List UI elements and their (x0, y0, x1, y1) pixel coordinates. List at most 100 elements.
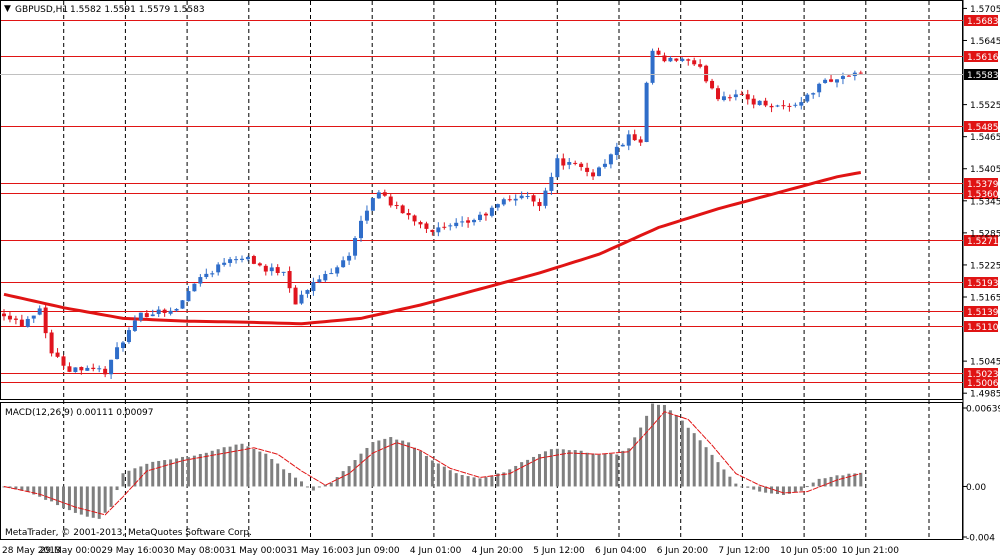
macd-bar (716, 462, 720, 487)
candle-body (543, 190, 548, 206)
candle-body (656, 50, 661, 55)
macd-bar (532, 456, 536, 487)
candle-body (721, 96, 726, 101)
macd-bar (32, 486, 36, 495)
macd-bar (651, 403, 655, 487)
candle-body (710, 80, 715, 89)
candle-body (19, 319, 24, 327)
macd-bar (270, 459, 274, 487)
macd-bar (472, 477, 476, 487)
macd-bar (770, 486, 774, 494)
level-label-box (964, 321, 998, 332)
candle-body (686, 59, 691, 61)
current-price-box (964, 69, 998, 80)
ohlc-values: 1.5582 1.5591 1.5579 1.5583 (70, 5, 205, 15)
candle-body (228, 259, 233, 263)
macd-bar (169, 459, 173, 487)
symbol-menu-arrow[interactable]: ▼ (4, 4, 11, 14)
candle-body (91, 367, 96, 370)
macd-bar (538, 454, 541, 487)
macd-bar (454, 473, 458, 487)
macd-bar (853, 473, 857, 487)
macd-bar (758, 486, 762, 492)
macd-bar (282, 469, 286, 487)
macd-bar (121, 473, 125, 487)
candle-body (418, 222, 423, 225)
macd-bar (561, 449, 565, 487)
candle-body (43, 307, 48, 334)
macd-bar (793, 486, 797, 492)
macd-bar (424, 455, 428, 487)
level-label: 1.5193 (967, 279, 999, 289)
macd-tick-label: 0.00639 (966, 405, 1000, 415)
macd-bar (662, 404, 666, 487)
candle-body (144, 313, 149, 318)
candle-body (799, 102, 804, 106)
candle-body (210, 273, 215, 275)
macd-bar (192, 455, 196, 487)
candle-body (174, 308, 179, 311)
macd-bar (8, 486, 12, 489)
macd-bar (323, 484, 327, 487)
candle-body (692, 60, 697, 65)
macd-bar (163, 460, 167, 487)
macd-panel-frame (0, 402, 963, 540)
macd-bar (841, 475, 845, 487)
candle-body (823, 79, 828, 83)
candle-body (37, 308, 42, 315)
candle-body (775, 105, 780, 107)
macd-bar (829, 476, 833, 487)
candle-body (489, 207, 494, 216)
macd-bar (781, 486, 785, 495)
macd-bar (430, 460, 434, 487)
price-tick-label: 1.5165 (970, 293, 1000, 303)
macd-bar (264, 453, 268, 487)
time-label: 3 Jun 09:00 (348, 546, 400, 556)
ma-line (3, 171, 862, 326)
candle-body (150, 314, 155, 317)
macd-bar (311, 486, 315, 491)
level-label-box (964, 121, 998, 132)
macd-bar (419, 451, 422, 487)
macd-bar (591, 453, 595, 487)
macd-bar (353, 460, 357, 487)
macd-bar (240, 443, 244, 487)
candle-body (704, 65, 709, 82)
candle-body (7, 315, 12, 320)
level-label-box (964, 306, 998, 317)
candle-body (680, 58, 685, 61)
candle-body (275, 267, 280, 273)
macd-bar (817, 478, 821, 487)
candle-body (341, 260, 346, 268)
candle-body (733, 94, 738, 98)
macd-bar (359, 453, 363, 487)
candle-body (567, 162, 572, 165)
macd-bar (14, 486, 18, 490)
vertical-grid (63, 1, 930, 539)
macd-bar (799, 486, 803, 491)
macd-bar (341, 471, 345, 487)
macd-bar (67, 486, 71, 511)
macd-bar (698, 440, 702, 487)
macd-bar (555, 448, 559, 487)
macd-bar (579, 450, 583, 487)
candle-body (13, 318, 18, 320)
candle-body (55, 352, 60, 357)
macd-bar (305, 486, 309, 488)
level-label: 1.5139 (967, 308, 999, 318)
candle-body (305, 290, 310, 294)
candle-body (364, 210, 369, 221)
macd-bar (288, 472, 292, 487)
candle-body (192, 283, 197, 292)
candle-body (216, 264, 221, 273)
candle-body (602, 163, 607, 167)
macd-bar (115, 486, 119, 491)
macd-axis-ticks: 0.00639 0.00 -0.004 (963, 405, 1000, 544)
macd-bar (234, 444, 238, 487)
candle-body (281, 271, 286, 273)
price-tick-label: 1.5525 (970, 101, 1000, 111)
price-tick-label: 1.5345 (970, 197, 1000, 207)
macd-bar (222, 447, 226, 487)
candle-body (531, 195, 536, 202)
